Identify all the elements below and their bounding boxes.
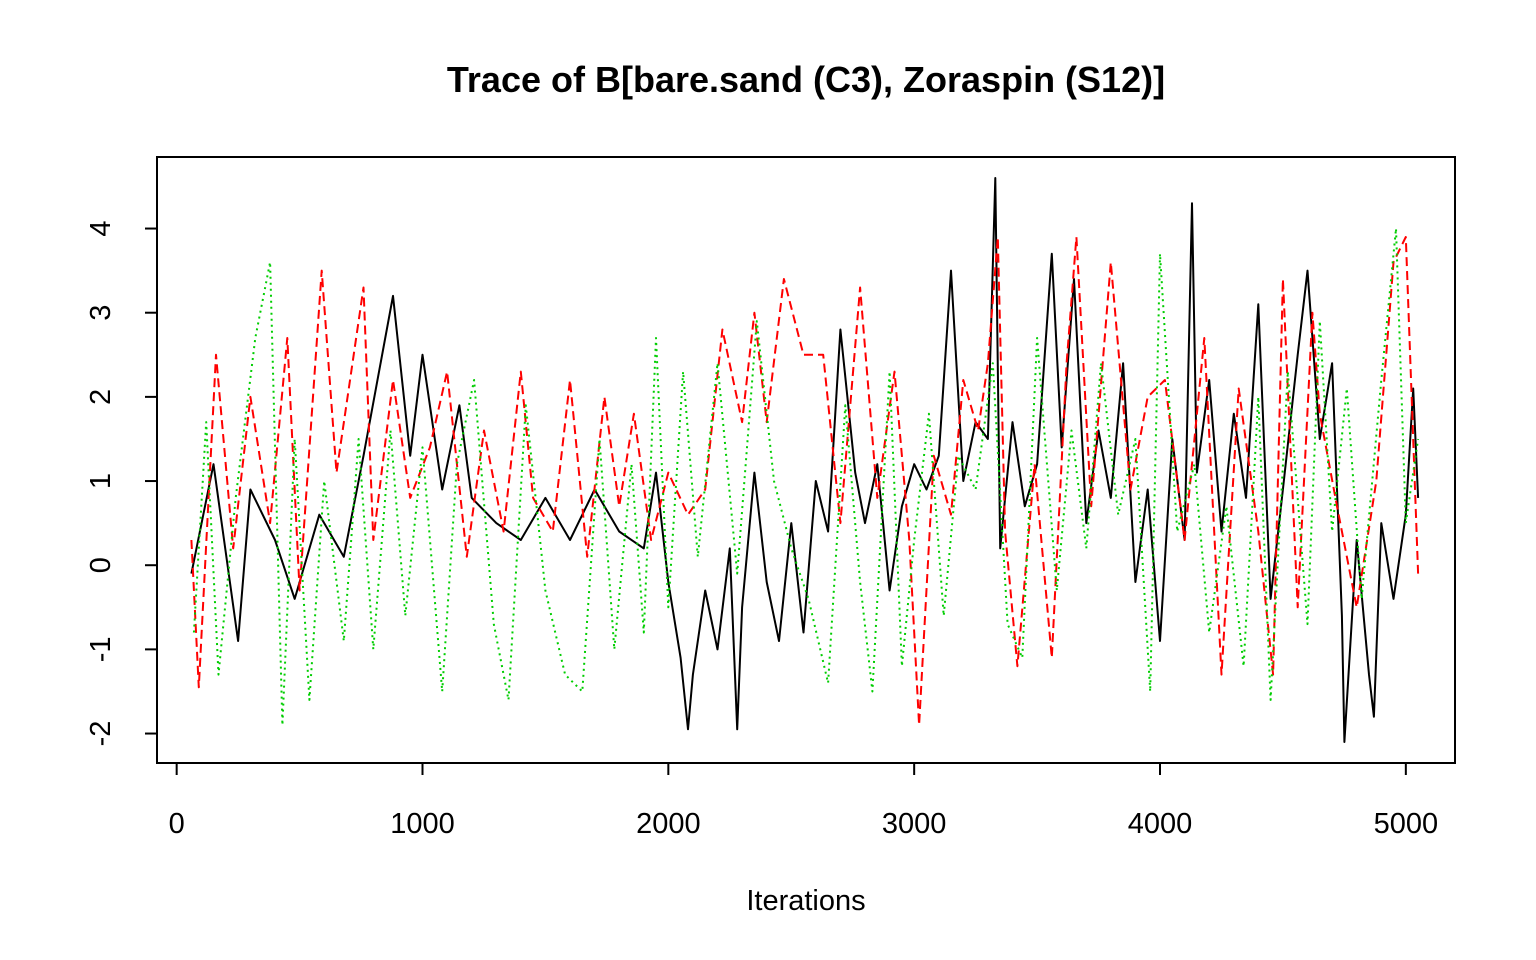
- x-tick-label: 2000: [636, 808, 701, 840]
- x-tick-label: 0: [169, 808, 185, 840]
- y-axis: -2 -1 0 1 2 3 4: [85, 220, 158, 747]
- y-tick-label: 0: [85, 557, 117, 573]
- series-line-2: [190, 236, 1420, 727]
- series-layer: [190, 177, 1420, 743]
- y-tick-label: 2: [85, 389, 117, 405]
- y-tick-label: 3: [85, 305, 117, 321]
- y-tick-label: -2: [85, 721, 117, 747]
- x-tick-label: 5000: [1374, 808, 1439, 840]
- x-tick-label: 4000: [1128, 808, 1193, 840]
- y-tick-label: 1: [85, 473, 117, 489]
- x-axis-label: Iterations: [746, 885, 865, 917]
- series-line-1: [190, 177, 1420, 743]
- x-tick-label: 3000: [882, 808, 947, 840]
- x-tick-label: 1000: [390, 808, 455, 840]
- chart-title: Trace of B[bare.sand (C3), Zoraspin (S12…: [447, 59, 1165, 100]
- x-axis: 0 1000 2000 3000 4000 5000: [169, 762, 1439, 840]
- y-tick-label: 4: [85, 220, 117, 236]
- y-tick-label: -1: [85, 637, 117, 663]
